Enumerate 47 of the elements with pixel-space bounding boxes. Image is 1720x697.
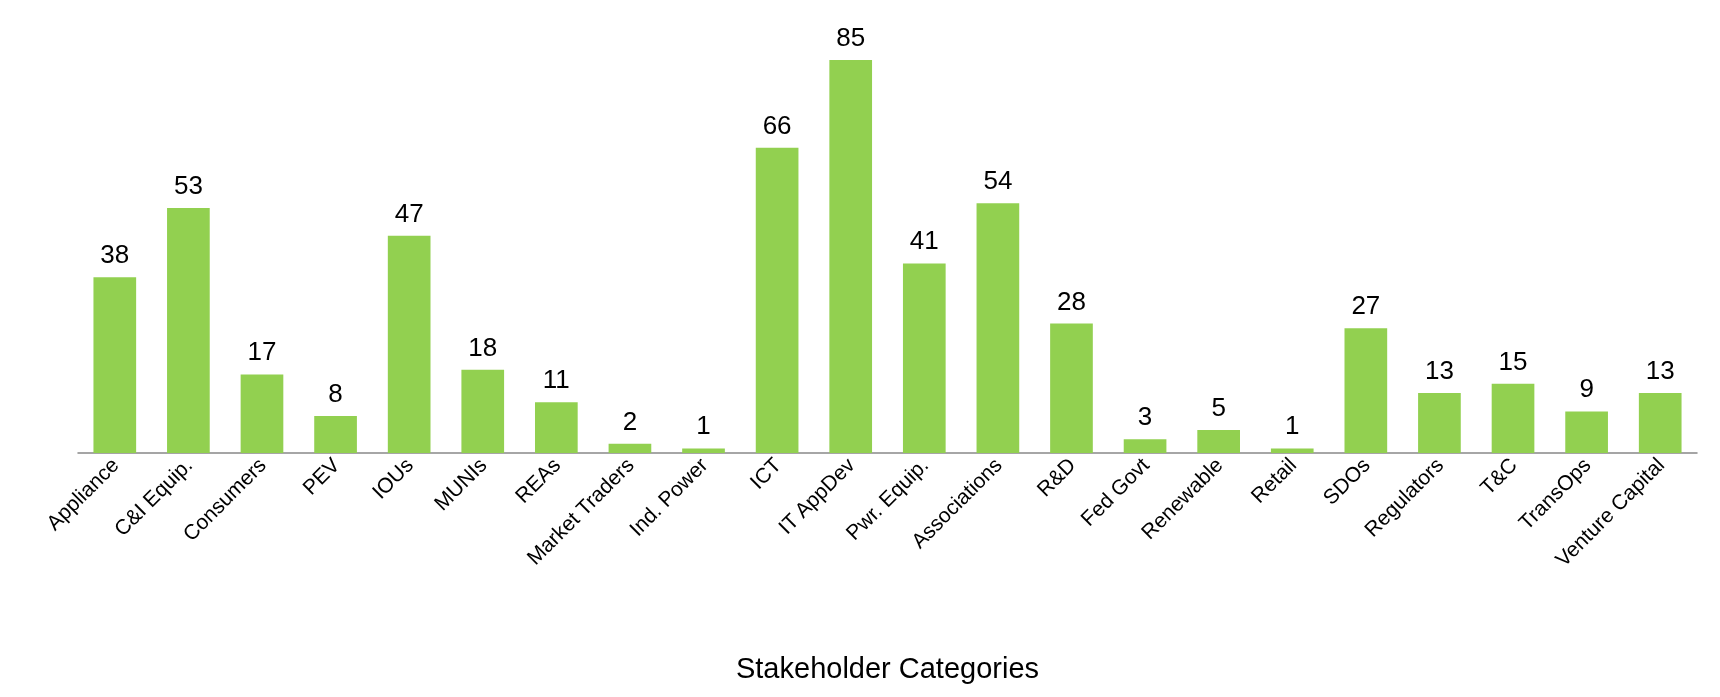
bar: [93, 277, 137, 453]
data-label: 1: [696, 410, 711, 441]
bar: [755, 147, 799, 453]
data-label: 28: [1057, 285, 1086, 316]
data-label: 11: [542, 364, 570, 395]
data-label: 8: [328, 378, 343, 409]
bar: [1050, 323, 1093, 453]
x-tick-label: T&C: [1475, 452, 1522, 499]
data-label: 2: [622, 405, 638, 436]
data-label: 13: [1424, 354, 1454, 385]
bar: [902, 263, 946, 453]
bar: [1565, 411, 1608, 453]
data-label: 9: [1579, 373, 1594, 404]
bar: [314, 416, 357, 453]
bar: [1197, 429, 1240, 453]
bar: [1270, 448, 1314, 453]
data-label: 15: [1498, 345, 1528, 376]
bar: [1638, 392, 1682, 453]
data-label: 47: [394, 197, 424, 228]
data-label: 5: [1211, 391, 1226, 422]
data-label: 18: [468, 331, 498, 362]
bar: [387, 235, 431, 453]
data-label: 41: [909, 225, 939, 256]
bar: [461, 369, 505, 453]
data-label: 3: [1137, 401, 1153, 432]
bar: [167, 207, 210, 453]
data-label: 13: [1645, 354, 1675, 385]
bar: [608, 443, 652, 453]
data-label: 54: [983, 165, 1013, 196]
data-label: 53: [173, 169, 203, 200]
bar: [682, 448, 725, 453]
data-label: 1: [1285, 410, 1300, 441]
bar: [535, 402, 578, 453]
bar: [1418, 392, 1461, 453]
bar: [240, 374, 284, 453]
x-axis-title: Stakeholder Categories: [735, 651, 1040, 684]
data-label: 17: [247, 336, 277, 367]
data-label: 85: [836, 22, 866, 52]
data-label: 38: [100, 239, 130, 270]
bar: [1123, 439, 1167, 453]
x-tick-label: ICT: [745, 452, 786, 494]
bar: [1344, 328, 1388, 453]
data-label: 27: [1351, 290, 1381, 321]
bar: [1491, 383, 1535, 453]
data-label: 66: [762, 109, 792, 140]
bar: [829, 60, 873, 453]
bar: [976, 203, 1020, 453]
